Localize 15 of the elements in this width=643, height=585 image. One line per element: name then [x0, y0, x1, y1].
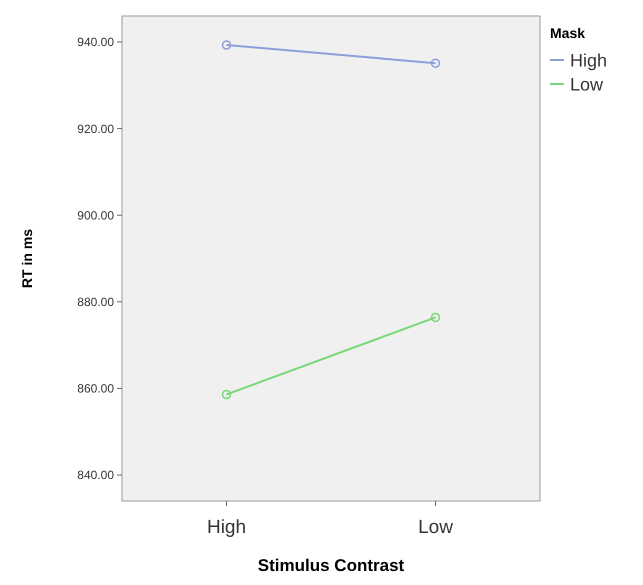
y-tick-label: 900.00 — [77, 208, 114, 222]
y-tick-label: 860.00 — [77, 382, 114, 396]
y-tick-label: 840.00 — [77, 468, 114, 482]
y-tick-label: 880.00 — [77, 295, 114, 310]
y-tick-label: 920.00 — [77, 122, 114, 136]
legend-title: Mask — [550, 25, 586, 41]
point — [222, 40, 232, 50]
legend-label: Low — [570, 74, 604, 94]
x-axis-title: Stimulus Contrast — [258, 556, 405, 575]
y-tick-label: 940.00 — [77, 35, 114, 50]
legend-label: High — [570, 50, 608, 70]
point — [430, 312, 440, 322]
y-axis-title: RT in ms — [19, 228, 35, 288]
point — [222, 390, 232, 400]
point — [430, 58, 440, 68]
